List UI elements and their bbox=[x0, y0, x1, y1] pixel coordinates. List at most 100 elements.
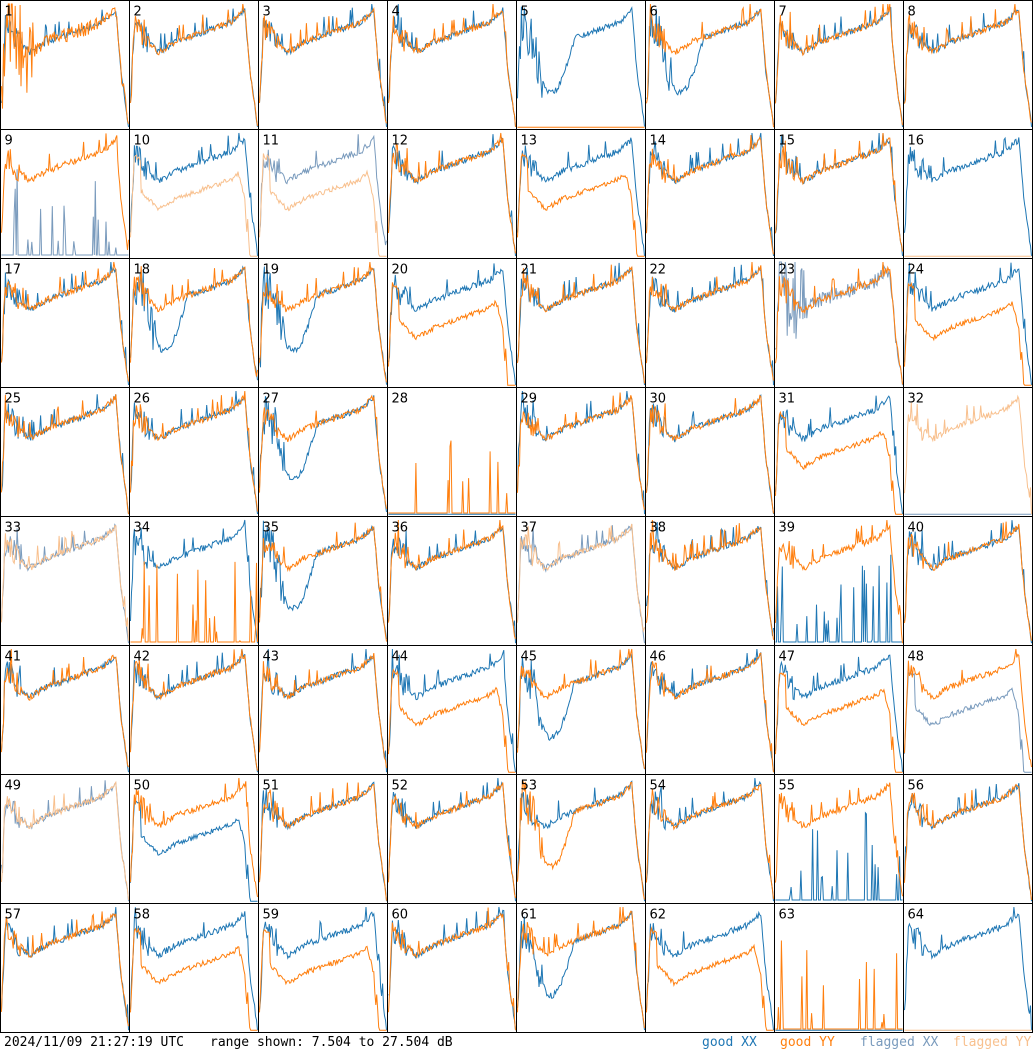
series-xx bbox=[904, 136, 1032, 257]
panel-frame bbox=[258, 258, 388, 388]
panel-label: 49 bbox=[5, 779, 22, 794]
panel-label: 14 bbox=[650, 134, 667, 149]
series-yy bbox=[130, 927, 258, 1031]
panel-28: 28 bbox=[387, 387, 517, 517]
panel-label: 26 bbox=[134, 392, 151, 407]
panel-label: 51 bbox=[263, 779, 280, 794]
panel-frame bbox=[516, 0, 646, 130]
series-yy bbox=[775, 132, 903, 252]
panel-label: 30 bbox=[650, 392, 667, 407]
panel-label: 31 bbox=[779, 392, 796, 407]
panel-26: 26 bbox=[129, 387, 259, 517]
range-text: range shown: 7.504 to 27.504 dB bbox=[210, 1035, 453, 1050]
series-xx bbox=[517, 524, 645, 644]
panel-21: 21 bbox=[516, 258, 646, 388]
series-yy bbox=[517, 523, 645, 633]
series-xx bbox=[517, 910, 645, 1031]
panel-label: 2 bbox=[134, 5, 142, 20]
series-xx bbox=[646, 132, 774, 257]
series-xx bbox=[259, 3, 387, 127]
panel-label: 43 bbox=[263, 650, 280, 665]
series-yy bbox=[904, 648, 1032, 768]
series-yy bbox=[904, 783, 1032, 900]
series-yy bbox=[1, 780, 129, 900]
panel-label: 16 bbox=[908, 134, 925, 149]
panel-18: 18 bbox=[129, 258, 259, 388]
series-yy bbox=[130, 777, 258, 898]
panel-label: 4 bbox=[392, 5, 400, 20]
panel-57: 57 bbox=[0, 903, 130, 1033]
panel-label: 60 bbox=[392, 908, 409, 923]
panel-19: 19 bbox=[258, 258, 388, 388]
panel-frame bbox=[258, 129, 388, 259]
panel-frame bbox=[387, 0, 517, 130]
panel-frame bbox=[387, 129, 517, 259]
series-yy bbox=[130, 154, 258, 257]
panel-47: 47 bbox=[774, 645, 904, 775]
series-xx bbox=[259, 520, 387, 640]
panel-20: 20 bbox=[387, 258, 517, 388]
panel-label: 17 bbox=[5, 263, 22, 278]
panel-label: 53 bbox=[521, 779, 538, 794]
panel-frame bbox=[774, 516, 904, 646]
panel-8: 8 bbox=[903, 0, 1033, 130]
series-xx bbox=[904, 906, 1032, 1031]
series-yy bbox=[130, 3, 258, 127]
panel-frame bbox=[903, 774, 1033, 904]
panel-frame bbox=[645, 645, 775, 775]
panel-62: 62 bbox=[645, 903, 775, 1033]
series-yy bbox=[517, 264, 645, 384]
series-yy bbox=[775, 519, 903, 644]
series-xx bbox=[130, 907, 258, 1031]
series-xx bbox=[259, 266, 387, 385]
series-xx bbox=[775, 395, 903, 515]
panel-label: 58 bbox=[134, 908, 151, 923]
panel-label: 52 bbox=[392, 779, 409, 794]
series-yy bbox=[1, 648, 129, 768]
series-yy bbox=[259, 153, 387, 257]
panel-frame bbox=[645, 903, 775, 1033]
panel-label: 54 bbox=[650, 779, 667, 794]
panel-frame bbox=[258, 903, 388, 1033]
series-xx bbox=[1, 656, 129, 773]
panel-label: 19 bbox=[263, 263, 280, 278]
series-xx bbox=[775, 554, 903, 643]
panel-16: 16 bbox=[903, 129, 1033, 259]
panel-frame bbox=[258, 645, 388, 775]
series-xx bbox=[1, 169, 129, 256]
panel-label: 55 bbox=[779, 779, 796, 794]
panel-45: 45 bbox=[516, 645, 646, 775]
panel-label: 47 bbox=[779, 650, 796, 665]
panel-frame bbox=[129, 387, 259, 517]
panel-label: 28 bbox=[392, 392, 409, 407]
panel-label: 25 bbox=[5, 392, 22, 407]
panel-frame bbox=[0, 774, 130, 904]
panel-63: 63 bbox=[774, 903, 904, 1033]
panel-15: 15 bbox=[774, 129, 904, 259]
panel-label: 23 bbox=[779, 263, 796, 278]
panel-frame bbox=[0, 903, 130, 1033]
panel-frame bbox=[258, 516, 388, 646]
panel-frame bbox=[516, 129, 646, 259]
panel-53: 53 bbox=[516, 774, 646, 904]
series-yy bbox=[646, 652, 774, 773]
panel-frame bbox=[129, 645, 259, 775]
series-yy bbox=[1, 3, 129, 124]
panel-3: 3 bbox=[258, 0, 388, 130]
panel-label: 63 bbox=[779, 908, 796, 923]
panel-27: 27 bbox=[258, 387, 388, 517]
series-xx bbox=[388, 648, 516, 773]
panel-label: 20 bbox=[392, 263, 409, 278]
panel-frame bbox=[774, 903, 904, 1033]
panel-1: 1 bbox=[0, 0, 130, 130]
panel-6: 6 bbox=[645, 0, 775, 130]
panel-label: 39 bbox=[779, 521, 796, 536]
panel-frame bbox=[129, 903, 259, 1033]
panel-frame bbox=[903, 516, 1033, 646]
panel-frame bbox=[129, 774, 259, 904]
panel-frame bbox=[516, 903, 646, 1033]
panel-label: 56 bbox=[908, 779, 925, 794]
panel-label: 50 bbox=[134, 779, 151, 794]
series-xx bbox=[517, 6, 645, 127]
series-yy bbox=[517, 780, 645, 900]
